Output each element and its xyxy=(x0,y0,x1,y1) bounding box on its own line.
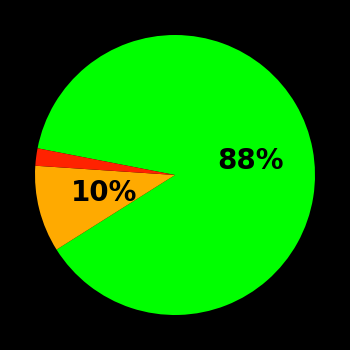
Text: 88%: 88% xyxy=(217,147,284,175)
Wedge shape xyxy=(35,148,175,175)
Wedge shape xyxy=(37,35,315,315)
Wedge shape xyxy=(35,166,175,250)
Text: 10%: 10% xyxy=(71,179,138,207)
